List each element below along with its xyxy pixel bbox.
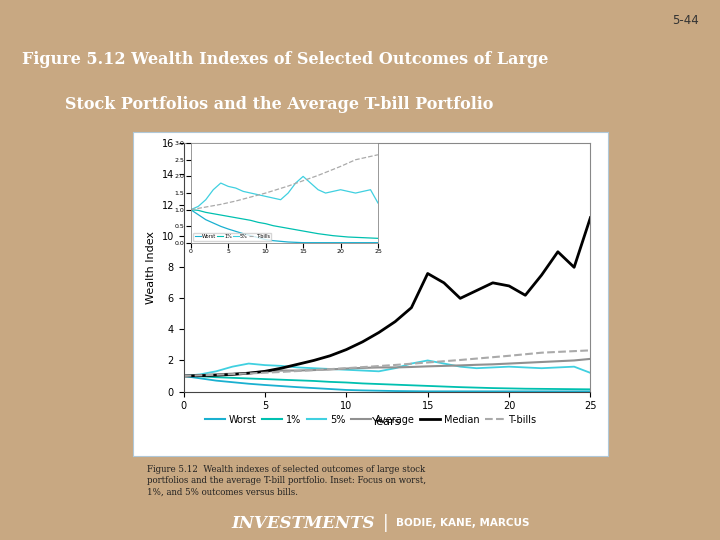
Text: Stock Portfolios and the Average T-bill Portfolio: Stock Portfolios and the Average T-bill … [65, 97, 493, 113]
X-axis label: Years: Years [372, 417, 402, 427]
Text: Figure 5.12  Wealth indexes of selected outcomes of large stock
portfolios and t: Figure 5.12 Wealth indexes of selected o… [148, 464, 426, 497]
Legend: Worst, 1%, 5%, T-bills: Worst, 1%, 5%, T-bills [193, 233, 271, 240]
Text: BODIE, KANE, MARCUS: BODIE, KANE, MARCUS [396, 518, 529, 528]
Text: INVESTMENTS: INVESTMENTS [231, 515, 374, 532]
Text: 5-44: 5-44 [672, 14, 698, 26]
Legend: Worst, 1%, 5%, Average, Median, T-bills: Worst, 1%, 5%, Average, Median, T-bills [202, 411, 540, 429]
Y-axis label: Wealth Index: Wealth Index [146, 231, 156, 304]
Text: |: | [382, 514, 388, 532]
Text: Figure 5.12 Wealth Indexes of Selected Outcomes of Large: Figure 5.12 Wealth Indexes of Selected O… [22, 51, 548, 68]
